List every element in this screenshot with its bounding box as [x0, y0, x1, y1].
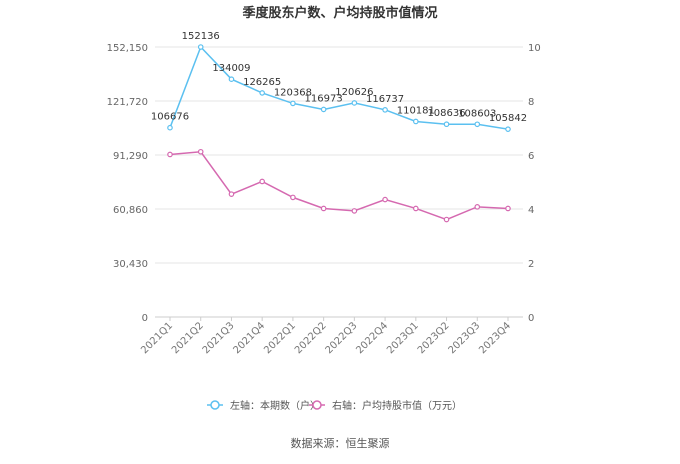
x-axis-tick-label: 2023Q4 — [477, 320, 513, 356]
data-point[interactable] — [228, 76, 235, 82]
x-axis-tick-label: 2021Q4 — [231, 320, 267, 356]
left-axis-tick-label: 121,720 — [107, 97, 148, 108]
data-label: 116737 — [366, 94, 404, 105]
legend-item[interactable]: 右轴：户均持股市值（万元） — [309, 399, 462, 412]
x-axis-tick-label: 2023Q1 — [385, 320, 421, 356]
data-point[interactable] — [474, 204, 481, 210]
data-point[interactable] — [290, 100, 296, 107]
data-point[interactable] — [413, 118, 419, 125]
data-point[interactable] — [197, 148, 204, 155]
data-label: 116973 — [305, 93, 343, 104]
legend-marker — [210, 400, 220, 410]
data-label: 108636 — [427, 108, 465, 119]
data-point[interactable] — [197, 44, 204, 50]
series-layer: 106676 152136 134009 1262651203681169731206… — [151, 31, 527, 223]
data-point[interactable] — [413, 205, 419, 212]
left-axis-tick-label: 0 — [142, 313, 148, 324]
data-point[interactable] — [167, 151, 173, 158]
x-axis-tick-label: 2022Q2 — [293, 320, 329, 356]
legend-marker — [312, 400, 322, 410]
x-axis-tick-label: 2021Q1 — [139, 320, 175, 356]
data-point[interactable] — [167, 124, 173, 131]
data-label: 134009 — [212, 63, 250, 74]
data-label: 120368 — [274, 87, 312, 98]
data-point[interactable] — [320, 205, 327, 212]
data-point[interactable] — [505, 205, 511, 212]
data-point[interactable] — [259, 178, 265, 185]
legend-label: 右轴：户均持股市值（万元） — [332, 399, 462, 412]
axes: 0 0 30,430 2 60,860 4 91,290 6 121,720 8 152,150 10… — [107, 43, 541, 356]
series-line — [169, 150, 509, 221]
data-label: 126265 — [243, 77, 281, 88]
data-label: 120626 — [335, 87, 373, 98]
data-label: 108603 — [458, 108, 496, 119]
data-label: 105842 — [489, 113, 527, 124]
series-right — [167, 148, 511, 223]
x-axis-tick-label: 2021Q2 — [170, 320, 206, 356]
legend[interactable]: 左轴：本期数（户） 右轴：户均持股市值（万元） — [207, 399, 462, 412]
x-axis-tick-label: 2022Q3 — [324, 320, 360, 356]
right-axis-tick-label: 10 — [528, 43, 541, 54]
data-label: 152136 — [182, 31, 220, 42]
series-left: 106676 152136 134009 1262651203681169731206… — [151, 31, 527, 132]
legend-item[interactable]: 左轴：本期数（户） — [207, 399, 320, 412]
left-axis-tick-label: 30,430 — [113, 259, 148, 270]
x-axis-tick-label: 2023Q2 — [416, 320, 452, 356]
left-axis-tick-label: 152,150 — [107, 43, 148, 54]
right-axis-tick-label: 6 — [528, 151, 534, 162]
legend-label: 左轴：本期数（户） — [230, 399, 320, 412]
x-axis-tick-label: 2022Q4 — [354, 320, 390, 356]
x-axis-tick-label: 2021Q3 — [201, 320, 237, 356]
data-point[interactable] — [228, 191, 235, 197]
data-point[interactable] — [474, 121, 481, 128]
x-axis-tick-label: 2022Q1 — [262, 320, 298, 356]
data-point[interactable] — [443, 216, 450, 223]
data-point[interactable] — [505, 126, 511, 132]
data-source: 数据来源：恒生聚源 — [291, 436, 390, 450]
data-point[interactable] — [382, 196, 388, 203]
right-axis-tick-label: 2 — [528, 259, 534, 270]
x-axis-tick-label: 2023Q3 — [447, 320, 483, 356]
right-axis-tick-label: 4 — [528, 205, 534, 216]
right-axis-tick-label: 0 — [528, 313, 534, 324]
chart-title: 季度股东户数、户均持股市值情况 — [241, 5, 437, 21]
data-point[interactable] — [443, 121, 450, 128]
data-label: 106676 — [151, 112, 189, 123]
data-point[interactable] — [290, 194, 296, 201]
data-point[interactable] — [320, 106, 327, 113]
data-label: 110181 — [397, 105, 435, 116]
data-point[interactable] — [382, 107, 388, 113]
left-axis-tick-label: 60,860 — [113, 205, 148, 216]
right-axis-tick-label: 8 — [528, 97, 534, 108]
series-line — [169, 45, 509, 130]
data-point[interactable] — [351, 100, 358, 106]
data-point[interactable] — [259, 90, 265, 96]
left-axis-tick-label: 91,290 — [113, 151, 148, 162]
data-point[interactable] — [351, 208, 358, 214]
